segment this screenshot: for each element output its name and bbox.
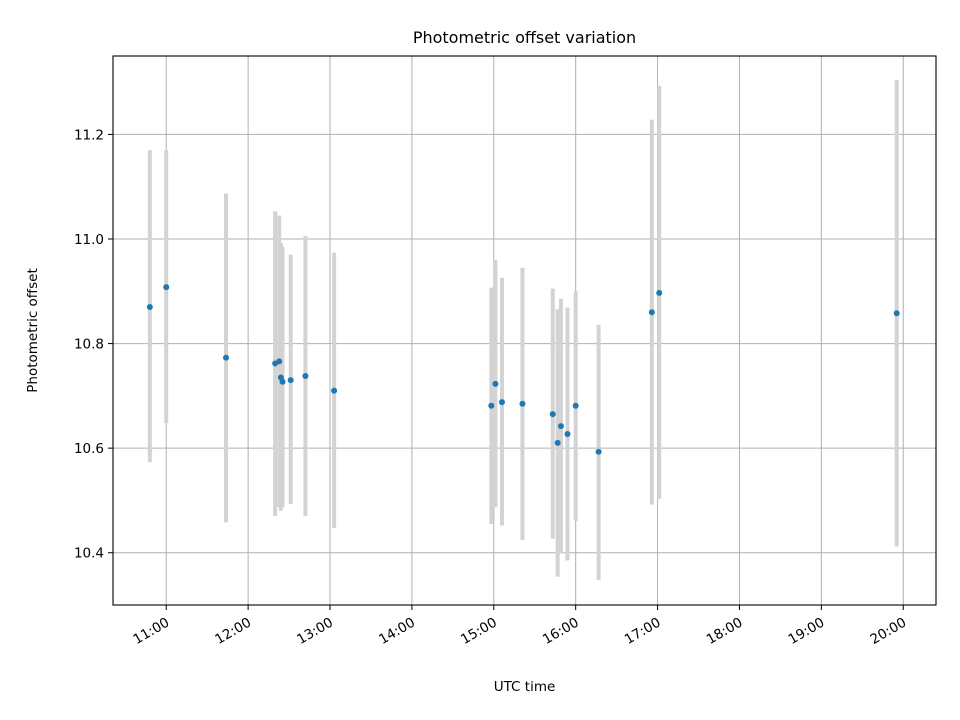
x-tick-label: 12:00 — [212, 615, 254, 648]
data-point — [279, 378, 286, 385]
data-point — [302, 372, 309, 379]
y-tick-label: 10.8 — [74, 337, 104, 353]
data-point — [276, 358, 283, 365]
point-layer — [146, 284, 900, 455]
data-point — [595, 448, 602, 455]
x-axis-label: UTC time — [494, 679, 556, 695]
data-point — [572, 402, 579, 409]
data-point — [549, 411, 556, 418]
x-tick-label: 20:00 — [868, 615, 910, 648]
data-point — [648, 309, 655, 316]
chart-title: Photometric offset variation — [413, 28, 636, 47]
x-tick-label: 15:00 — [458, 615, 500, 648]
y-axis-ticks: 10.4 10.6 10.8 11.0 11.2 — [74, 127, 113, 562]
x-tick-label: 19:00 — [786, 615, 828, 648]
x-tick-label: 11:00 — [131, 615, 173, 648]
data-point — [564, 431, 571, 438]
data-point — [287, 377, 294, 384]
plot-frame — [112, 55, 937, 606]
data-point — [557, 423, 564, 430]
x-tick-label: 17:00 — [622, 615, 664, 648]
data-point — [146, 303, 153, 310]
data-point — [223, 354, 230, 361]
data-point — [554, 439, 561, 446]
x-tick-label: 16:00 — [540, 615, 582, 648]
y-tick-label: 11.0 — [74, 232, 104, 248]
data-point — [488, 402, 495, 409]
y-tick-label: 11.2 — [74, 127, 104, 143]
data-point — [519, 400, 526, 407]
data-point — [656, 289, 663, 296]
grid-layer — [113, 56, 936, 605]
errorbar-layer — [147, 80, 899, 580]
y-axis-label: Photometric offset — [25, 268, 41, 392]
data-point — [492, 380, 499, 387]
data-point — [498, 399, 505, 406]
x-tick-label: 18:00 — [704, 615, 746, 648]
x-axis-ticks: 11:00 12:00 13:00 14:00 15:00 16:00 17:00 18:00… — [131, 605, 910, 648]
data-point — [893, 310, 900, 317]
data-point — [163, 284, 170, 291]
data-point — [331, 387, 338, 394]
x-tick-label: 14:00 — [376, 615, 418, 648]
x-tick-label: 13:00 — [294, 615, 336, 648]
y-tick-label: 10.4 — [74, 546, 104, 562]
y-tick-label: 10.6 — [74, 441, 104, 457]
